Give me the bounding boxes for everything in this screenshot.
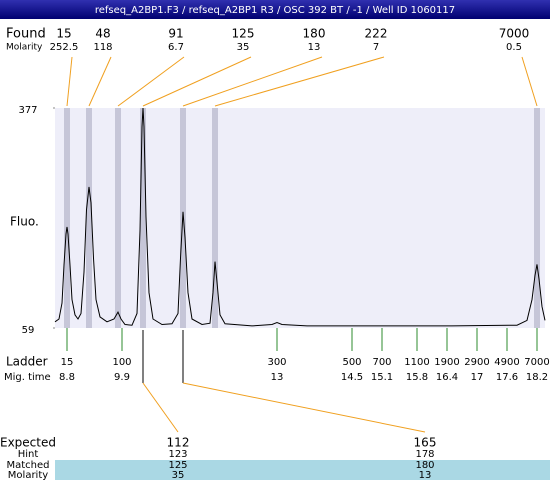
mig-time: 17.6 (496, 372, 518, 383)
mig-time: 14.5 (341, 372, 363, 383)
matched-size: 125 (168, 460, 187, 471)
chart-title: refseq_A2BP1.F3 / refseq_A2BP1 R3 / OSC … (95, 5, 455, 16)
peak-band (534, 108, 540, 328)
matched-molarity: 35 (172, 470, 185, 480)
peak-band (140, 108, 146, 328)
expected-size: 165 (414, 436, 437, 450)
ladder-size: 1900 (434, 357, 459, 368)
title-bar (0, 0, 550, 19)
found-molarity: 13 (308, 42, 321, 53)
found-size: 91 (168, 27, 183, 41)
ladder-size: 700 (372, 357, 391, 368)
y-tick-label: 59 (22, 325, 35, 336)
ladder-size: 1100 (404, 357, 429, 368)
expected-label: Expected (0, 436, 56, 450)
hint-label: Hint (18, 449, 39, 460)
found-molarity: 0.5 (506, 42, 522, 53)
expected-molarity-label: Molarity (8, 470, 48, 480)
mig-time: 8.8 (59, 372, 75, 383)
mig-time: 15.1 (371, 372, 393, 383)
found-size: 125 (232, 27, 255, 41)
found-connector (521, 56, 538, 107)
matched-molarity: 13 (419, 470, 432, 480)
found-size: 7000 (499, 27, 530, 41)
mig-time: 18.2 (526, 372, 548, 383)
found-molarity: 252.5 (50, 42, 79, 53)
ladder-size: 2900 (464, 357, 489, 368)
found-connector (142, 56, 252, 107)
mig-time: 15.8 (406, 372, 428, 383)
ladder-size: 500 (342, 357, 361, 368)
peak-band (86, 108, 92, 328)
expected-size: 112 (167, 436, 190, 450)
found-molarity: 6.7 (168, 42, 184, 53)
found-size: 15 (56, 27, 71, 41)
y-axis-label: Fluo. (10, 215, 39, 229)
found-molarity: 7 (373, 42, 379, 53)
found-connector (214, 56, 385, 107)
found-label: Found (6, 27, 46, 42)
peak-band (115, 108, 121, 328)
ladder-size: 4900 (494, 357, 519, 368)
matched-band (55, 460, 550, 480)
found-molarity: 35 (237, 42, 250, 53)
found-size: 222 (365, 27, 388, 41)
peak-band (212, 108, 218, 328)
peak-band (64, 108, 70, 328)
ladder-size: 100 (112, 357, 131, 368)
found-size: 180 (303, 27, 326, 41)
ladder-size: 15 (61, 357, 74, 368)
mig-time: 9.9 (114, 372, 130, 383)
matched-size: 180 (415, 460, 434, 471)
hint-size: 178 (415, 449, 434, 460)
mig-time: 17 (471, 372, 484, 383)
ladder-label: Ladder (6, 355, 48, 369)
found-connector (117, 56, 185, 107)
trace (54, 107, 546, 327)
ladder-size: 300 (267, 357, 286, 368)
match-connector (182, 382, 426, 433)
matched-label: Matched (6, 460, 49, 471)
y-tick-label: 377 (18, 105, 37, 116)
ladder-size: 7000 (524, 357, 549, 368)
plot-area (55, 108, 545, 328)
found-molarity-label: Molarity (6, 43, 43, 53)
mig-time-label: Mig. time (4, 372, 51, 383)
found-connector (66, 56, 73, 107)
found-connector (182, 56, 323, 107)
found-connector (88, 56, 112, 107)
mig-time: 16.4 (436, 372, 458, 383)
found-molarity: 118 (93, 42, 112, 53)
hint-size: 123 (168, 449, 187, 460)
found-size: 48 (95, 27, 110, 41)
match-connector (142, 382, 179, 433)
mig-time: 13 (271, 372, 284, 383)
